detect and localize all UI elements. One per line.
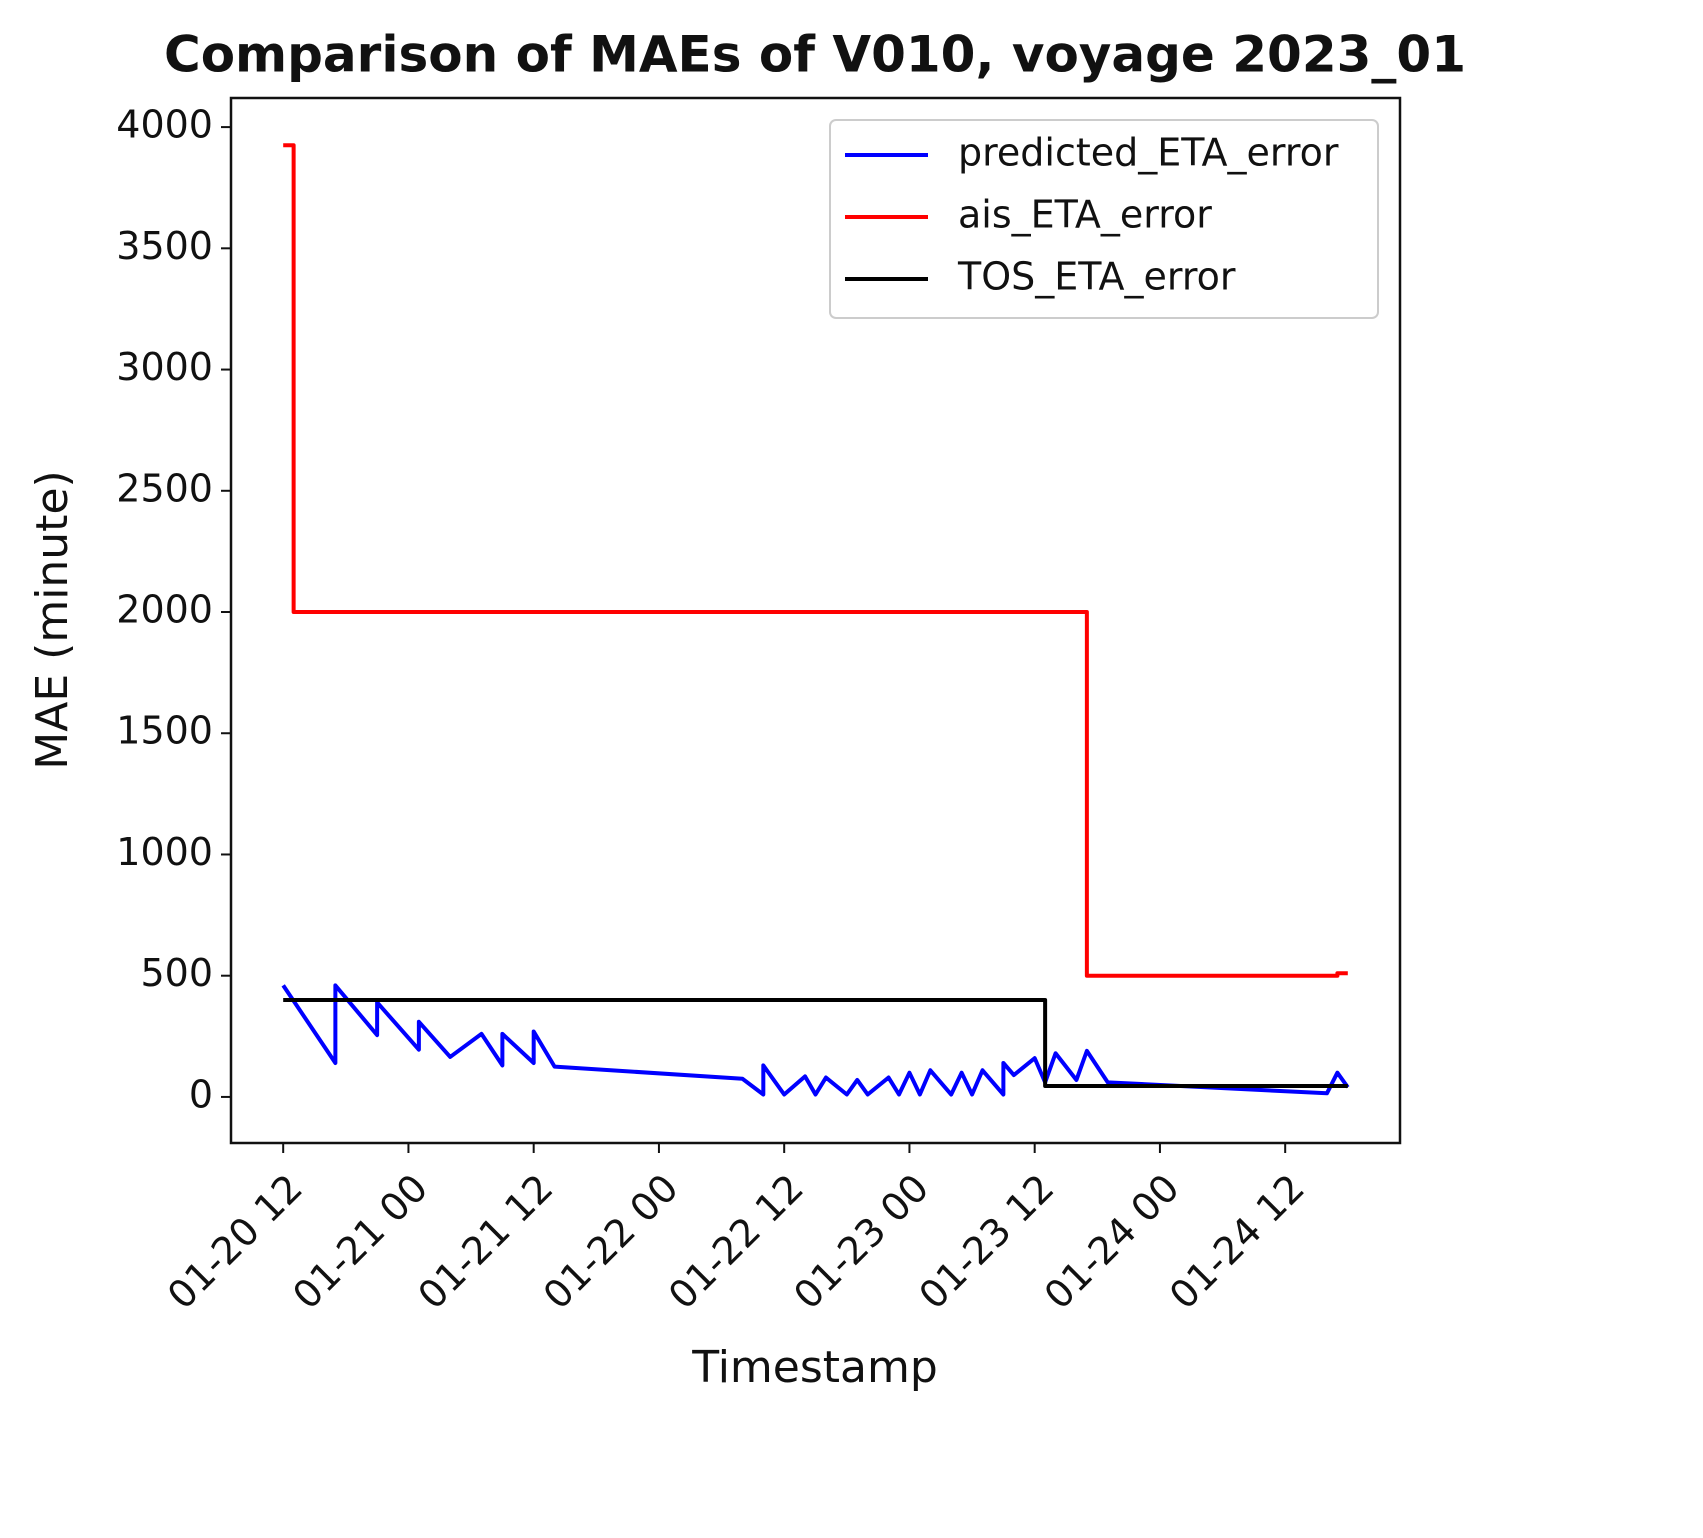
series-line [283,143,1348,978]
legend-box [829,119,1379,319]
y-tick-label: 3000 [116,345,213,389]
series-line [283,997,1348,1089]
chart-title: Comparison of MAEs of V010, voyage 2023_… [164,26,1466,84]
y-tick-label: 2500 [116,466,213,510]
y-tick-label: 0 [189,1072,213,1116]
x-tick-label: 01-23 00 [785,1166,937,1318]
y-tick-label: 4000 [116,103,213,147]
x-tick-label: 01-20 12 [159,1166,311,1318]
y-tick-label: 1000 [116,830,213,874]
legend-label: ais_ETA_error [958,193,1212,237]
x-axis-label: Timestamp [691,1342,938,1393]
x-tick-label: 01-21 12 [410,1166,562,1318]
y-tick-label: 2000 [116,588,213,632]
x-tick-label: 01-22 00 [535,1166,687,1318]
y-tick-label: 3500 [116,224,213,268]
plot-frame [229,96,1402,1145]
y-axis-label: MAE (minute) [27,470,78,769]
y-tick-label: 1500 [116,709,213,753]
x-tick-label: 01-21 00 [284,1166,436,1318]
series-line [281,983,1350,1097]
legend-label: TOS_ETA_error [957,255,1236,299]
x-tick-label: 01-24 12 [1161,1166,1313,1318]
y-tick-label: 500 [140,951,213,995]
x-tick-label: 01-22 12 [660,1166,812,1318]
legend-label: predicted_ETA_error [958,131,1339,175]
x-tick-label: 01-23 12 [911,1166,1063,1318]
x-tick-label: 01-24 00 [1036,1166,1188,1318]
